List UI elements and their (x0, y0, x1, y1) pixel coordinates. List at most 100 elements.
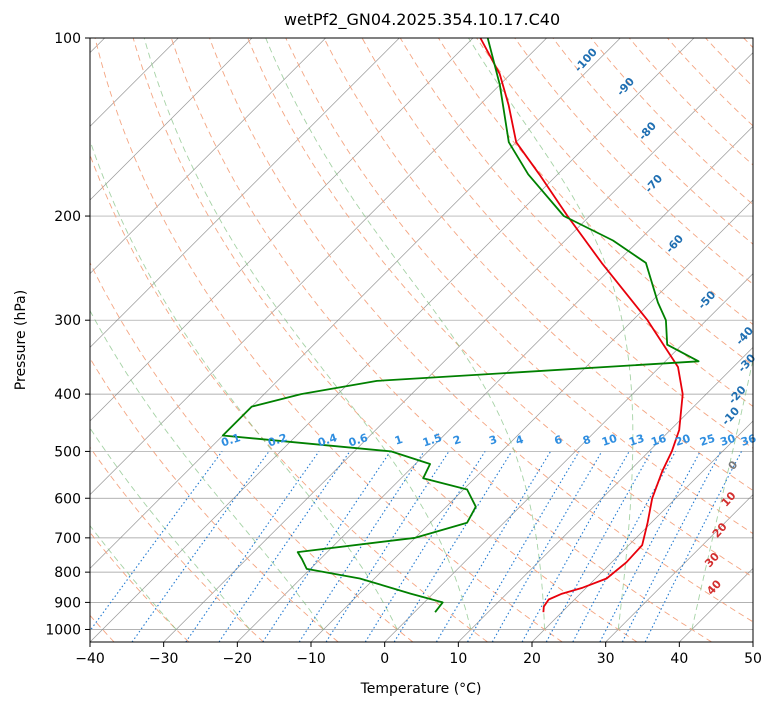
mixing-ratio-label: 2 (451, 433, 462, 448)
sounding-profiles (221, 38, 700, 613)
mixing-ratio-label: 16 (649, 432, 668, 449)
mixing-ratio-line (298, 451, 425, 642)
moist-adiabat (691, 357, 753, 630)
x-tick-label: 30 (597, 651, 615, 667)
dry-adiabat-label: -90 (614, 75, 637, 99)
mixing-ratio-label: 1.5 (421, 431, 444, 449)
dry-adiabat (361, 38, 753, 449)
y-tick-label: 700 (54, 531, 81, 547)
dry-adiabat (247, 38, 753, 578)
mixing-ratio-line (572, 451, 676, 642)
x-tick-label: 50 (744, 651, 762, 667)
dry-adiabat (323, 38, 753, 492)
plot-frame (89, 37, 754, 643)
dry-adiabat (209, 38, 753, 623)
isotherm-line (458, 346, 753, 642)
dry-adiabat (285, 38, 753, 535)
isotherm-line (163, 52, 753, 642)
dry-adiabat-label: 30 (702, 550, 722, 570)
dry-adiabat-label: -20 (726, 383, 749, 407)
mixing-ratio-label: 0.2 (266, 431, 289, 449)
mixing-ratio-line (435, 451, 552, 642)
isotherm-line (531, 420, 753, 642)
moist-adiabat (90, 427, 251, 630)
dry-adiabat (90, 357, 339, 642)
dry-adiabat (628, 38, 753, 166)
x-tick-label: 10 (449, 651, 467, 667)
y-tick-label: 800 (54, 565, 81, 581)
dry-adiabat (90, 153, 488, 642)
mixing-ratio-line (621, 451, 722, 642)
mixing-ratio-label: 0.6 (347, 431, 370, 449)
x-axis-label: Temperature (°C) (360, 681, 482, 697)
mixing-ratio-line (262, 451, 391, 642)
isotherm-line (237, 125, 753, 642)
mixing-ratio-label: 3 (487, 433, 498, 448)
x-tick-label: 0 (380, 651, 389, 667)
mixing-ratio-label: 25 (698, 432, 717, 449)
isotherm-line (90, 38, 695, 642)
mixing-ratio-label: 0.4 (316, 431, 339, 449)
dry-adiabat-label: 40 (704, 577, 724, 597)
mixing-ratio-label: 36 (739, 432, 758, 449)
temperature-profile (479, 38, 684, 613)
mixing-ratio-label: 4 (514, 433, 526, 448)
dewpoint-profile (221, 38, 700, 613)
moist-adiabat (90, 524, 177, 630)
x-tick-label: −40 (75, 651, 105, 667)
mixing-ratio-line (185, 451, 320, 642)
mixing-ratio-label: 10 (600, 432, 619, 449)
isotherm-line (310, 199, 753, 642)
dry-adiabat (94, 38, 563, 642)
moist-adiabat (90, 139, 398, 630)
isotherm-line (90, 38, 547, 496)
dry-adiabat (667, 38, 753, 127)
mixing-ratio-label: 1 (393, 433, 404, 448)
isotherm-line (605, 494, 753, 642)
y-tick-label: 100 (54, 31, 81, 47)
dry-adiabat (399, 38, 753, 407)
mixing-ratio-line (364, 451, 486, 642)
mixing-ratio-line (599, 451, 701, 642)
dry-adiabat (514, 38, 753, 285)
mixing-ratio-label: 13 (627, 432, 646, 449)
dry-adiabat (90, 446, 264, 642)
y-tick-label: 500 (54, 444, 81, 460)
dry-adiabat (590, 38, 753, 206)
x-tick-label: −30 (149, 651, 179, 667)
isotherm-line (90, 38, 621, 569)
dry-adiabat-label: -70 (642, 172, 665, 196)
mixing-ratio-label: 0.1 (220, 431, 243, 449)
isotherm-line (384, 273, 753, 642)
isotherm-line (90, 38, 253, 201)
dry-adiabat-label: -60 (663, 232, 686, 256)
y-tick-label: 600 (54, 491, 81, 507)
dry-adiabat (476, 38, 753, 326)
x-tick-label: −10 (296, 651, 326, 667)
isotherm-line (679, 567, 753, 642)
isotherm-line (90, 38, 400, 348)
mixing-ratio-label: 20 (674, 432, 693, 449)
y-tick-label: 200 (54, 209, 81, 225)
moist-adiabat (468, 38, 634, 630)
isotherm-line (90, 38, 474, 422)
y-tick-label: 300 (54, 313, 81, 329)
mixing-ratio-label: 6 (553, 433, 565, 448)
x-tick-label: 40 (670, 651, 688, 667)
x-tick-label: 20 (523, 651, 541, 667)
mixing-ratio-line (325, 451, 450, 642)
moist-adiabat (90, 309, 324, 630)
mixing-ratio-label: 30 (719, 432, 738, 449)
moist-adiabat (143, 38, 472, 630)
y-axis-label: Pressure (hPa) (13, 290, 29, 390)
mixing-ratio-line (521, 451, 630, 642)
x-tick-label: −20 (223, 651, 253, 667)
y-tick-label: 400 (54, 387, 81, 403)
mixing-ratio-line (545, 451, 652, 642)
dry-adiabat (132, 38, 638, 642)
isotherm-line (90, 38, 326, 275)
dry-adiabat (170, 38, 712, 642)
mixing-ratio-line (393, 451, 513, 642)
mixing-ratio-line (90, 451, 223, 632)
